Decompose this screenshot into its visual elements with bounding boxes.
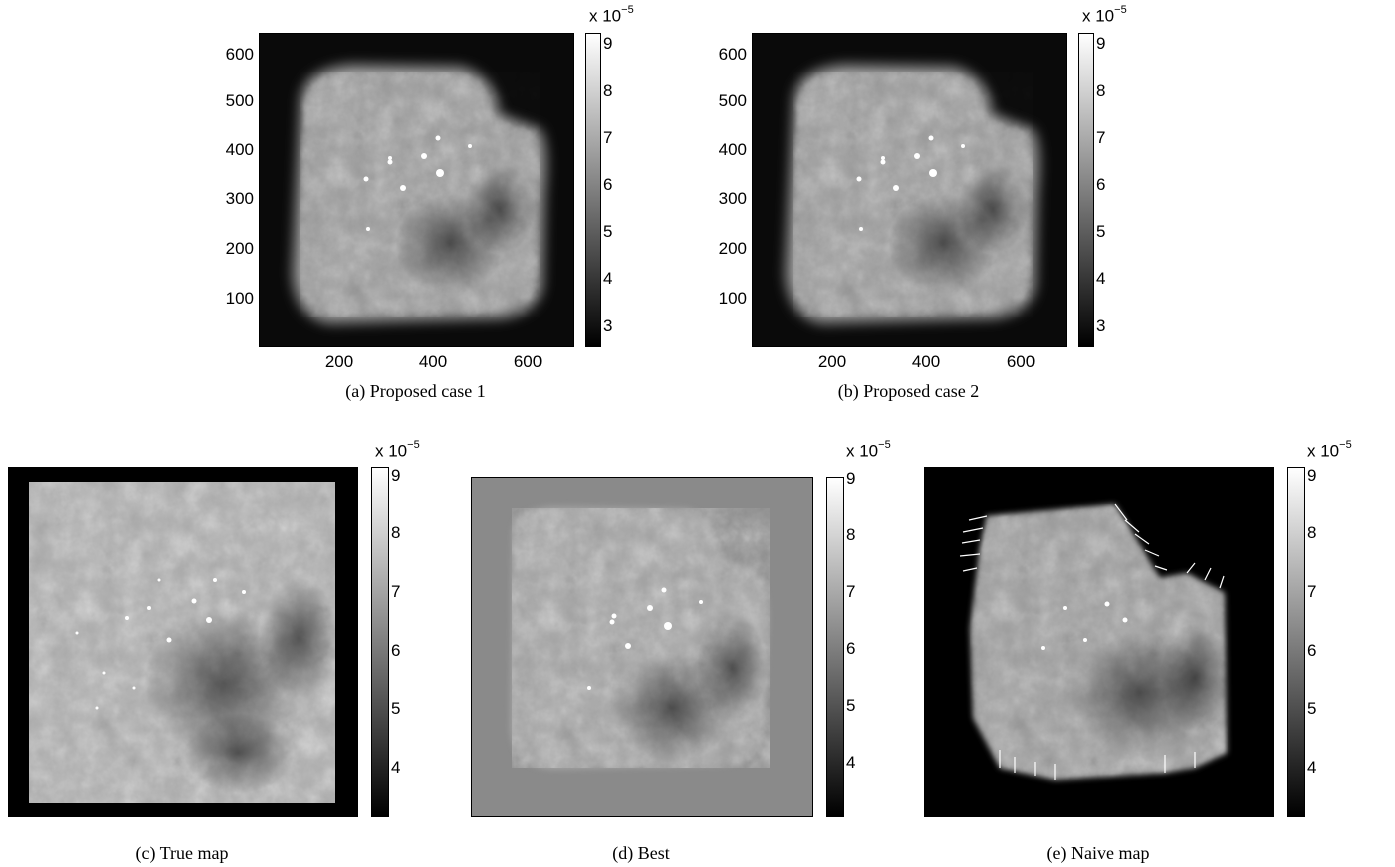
y-tick: 500 xyxy=(718,91,747,110)
y-tick: 400 xyxy=(718,140,747,159)
y-tick: 100 xyxy=(225,289,254,308)
colorbar-d xyxy=(826,477,844,817)
colorbar-tick: 7 xyxy=(603,128,613,147)
colorbar-tick: 4 xyxy=(603,269,613,288)
y-tick: 600 xyxy=(225,45,254,64)
map-plot-a xyxy=(259,33,574,347)
caption-c: (c) True map xyxy=(135,843,229,863)
colorbar-tick: 8 xyxy=(1096,81,1106,100)
colorbar-c xyxy=(371,467,389,817)
x-tick: 200 xyxy=(324,352,354,371)
point-sources-d xyxy=(587,587,703,690)
point-sources-c xyxy=(75,578,246,710)
colorbar-tick: 9 xyxy=(1096,34,1106,53)
colorbar-tick: 9 xyxy=(391,466,401,485)
colorbar-tick: 8 xyxy=(391,523,401,542)
colorbar-tick: 7 xyxy=(846,582,856,601)
edge-artifacts-e xyxy=(959,503,1225,780)
colorbar-a xyxy=(585,33,601,347)
caption-b: (b) Proposed case 2 xyxy=(837,381,980,401)
point-sources-e xyxy=(1041,601,1128,650)
map-plot-c xyxy=(8,467,358,817)
x-tick: 400 xyxy=(911,352,941,371)
caption-a: (a) Proposed case 1 xyxy=(345,381,486,401)
colorbar-tick: 4 xyxy=(846,753,856,772)
y-tick: 200 xyxy=(225,239,254,258)
colorbar-tick: 3 xyxy=(1096,316,1106,335)
colorbar-b xyxy=(1078,33,1094,347)
colorbar-tick: 8 xyxy=(603,81,613,100)
y-tick: 400 xyxy=(225,140,254,159)
point-sources-b xyxy=(856,135,965,231)
y-tick: 300 xyxy=(718,189,747,208)
colorbar-tick: 5 xyxy=(603,222,613,241)
colorbar-e xyxy=(1287,467,1305,817)
colorbar-tick: 5 xyxy=(1307,699,1317,718)
colorbar-tick: 5 xyxy=(846,696,856,715)
y-tick: 300 xyxy=(225,189,254,208)
caption-e: (e) Naive map xyxy=(1046,843,1150,863)
colorbar-tick: 4 xyxy=(391,758,401,777)
colorbar-tick: 7 xyxy=(1307,582,1317,601)
colorbar-exponent: x 10−5 xyxy=(1082,4,1127,26)
x-tick: 600 xyxy=(513,352,543,371)
colorbar-tick: 4 xyxy=(1096,269,1106,288)
colorbar-exponent: x 10−5 xyxy=(375,439,420,461)
map-plot-d xyxy=(471,477,813,817)
colorbar-tick: 8 xyxy=(846,525,856,544)
colorbar-exponent: x 10−5 xyxy=(846,439,891,461)
colorbar-tick: 4 xyxy=(1307,758,1317,777)
colorbar-tick: 6 xyxy=(1307,641,1317,660)
colorbar-tick: 9 xyxy=(846,469,856,488)
colorbar-tick: 7 xyxy=(391,582,401,601)
colorbar-tick: 9 xyxy=(603,34,613,53)
colorbar-tick: 6 xyxy=(391,641,401,660)
colorbar-tick: 9 xyxy=(1307,466,1317,485)
caption-d: (d) Best xyxy=(612,843,670,863)
colorbar-tick: 6 xyxy=(1096,175,1106,194)
x-tick: 600 xyxy=(1006,352,1036,371)
colorbar-tick: 7 xyxy=(1096,128,1106,147)
map-plot-b xyxy=(752,33,1067,347)
colorbar-tick: 8 xyxy=(1307,523,1317,542)
y-tick: 100 xyxy=(718,289,747,308)
point-sources-a xyxy=(363,135,472,231)
y-tick: 600 xyxy=(718,45,747,64)
x-tick: 200 xyxy=(817,352,847,371)
colorbar-tick: 3 xyxy=(603,316,613,335)
colorbar-tick: 5 xyxy=(391,699,401,718)
x-tick: 400 xyxy=(418,352,448,371)
colorbar-tick: 6 xyxy=(603,175,613,194)
y-tick: 200 xyxy=(718,239,747,258)
colorbar-exponent: x 10−5 xyxy=(589,4,634,26)
colorbar-exponent: x 10−5 xyxy=(1307,439,1352,461)
colorbar-tick: 6 xyxy=(846,639,856,658)
colorbar-tick: 5 xyxy=(1096,222,1106,241)
y-tick: 500 xyxy=(225,91,254,110)
map-plot-e xyxy=(924,467,1274,817)
